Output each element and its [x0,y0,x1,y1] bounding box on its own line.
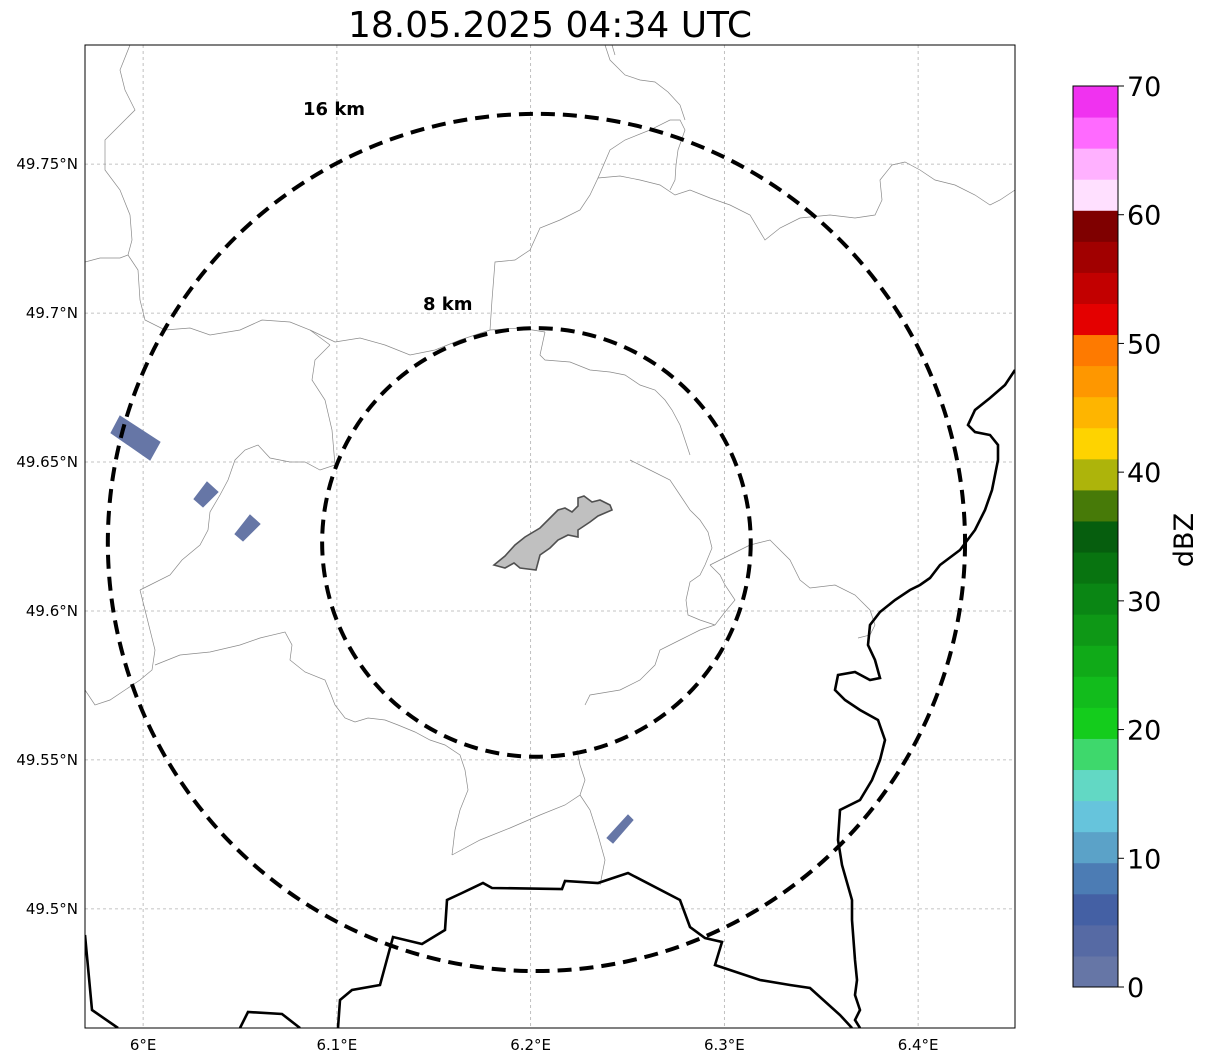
colorbar-segment [1073,800,1118,833]
latitude-tick-label: 49.7°N [26,304,78,322]
colorbar-segment [1073,179,1118,211]
colorbar-segment [1073,676,1118,708]
colorbar-segment [1073,924,1118,957]
colorbar-segment [1073,427,1118,460]
colorbar-label: dBZ [1169,513,1200,567]
range-ring-16km [105,111,968,974]
colorbar-segment [1073,365,1118,398]
echo-cell [193,481,219,508]
colorbar-segment [1073,614,1118,646]
colorbar-tick-label: 10 [1127,844,1161,875]
colorbar-segment [1073,334,1118,367]
map-frame [84,44,1016,1029]
colorbar-tick-label: 60 [1127,201,1161,232]
colorbar-segment [1073,520,1118,553]
range-ring-8km [320,326,753,759]
colorbar-tick-label: 40 [1127,458,1161,489]
colorbar-segment [1073,738,1118,771]
latitude-tick-label: 49.6°N [26,602,78,620]
colorbar-segment [1073,117,1118,149]
colorbar-segment [1073,955,1118,988]
colorbar-segment [1073,645,1118,677]
echo-cell [606,814,634,844]
map-gridlines [85,45,1015,1028]
map-boundaries [85,45,1015,1028]
radar-echoes [110,415,634,844]
country-border [85,369,1015,1028]
longitude-labels: 6°E 6.1°E 6.2°E 6.3°E 6.4°E [130,1036,939,1054]
latitude-tick-label: 49.5°N [26,900,78,918]
range-ring-label-8km: 8 km [423,294,473,315]
colorbar-segment [1073,893,1118,926]
latitude-tick-label: 49.55°N [16,751,78,769]
map-title: 18.05.2025 04:34 UTC [347,5,753,46]
colorbar-segment [1073,552,1118,584]
longitude-tick-label: 6.2°E [510,1036,551,1054]
longitude-tick-label: 6.4°E [898,1036,939,1054]
colorbar-segment [1073,210,1118,242]
colorbar-segment [1073,148,1118,180]
colorbar-tick-label: 70 [1127,72,1161,103]
colorbar-tick-label: 0 [1127,973,1144,1004]
colorbar-segment [1073,272,1118,304]
colorbar-segment [1073,489,1118,522]
colorbar-ticks: 0 10 20 30 40 50 60 70 [1118,72,1161,1004]
longitude-tick-label: 6.3°E [704,1036,745,1054]
colorbar-segment [1073,862,1118,895]
colorbar-segment [1073,707,1118,739]
colorbar-tick-label: 50 [1127,329,1161,360]
colorbar-segment [1073,241,1118,273]
latitude-labels: 49.75°N 49.7°N 49.65°N 49.6°N 49.55°N 49.5°N [16,155,78,918]
colorbar-segment [1073,86,1118,118]
colorbar-segment [1073,769,1118,802]
longitude-tick-label: 6.1°E [316,1036,357,1054]
colorbar-segment [1073,303,1118,336]
colorbar-tick-label: 20 [1127,716,1161,747]
colorbar-segment [1073,458,1118,491]
latitude-tick-label: 49.65°N [16,453,78,471]
commune-boundaries [85,45,1015,886]
colorbar [1073,86,1118,988]
range-ring-label-16km: 16 km [303,99,365,120]
colorbar-segment [1073,831,1118,864]
longitude-tick-label: 6°E [130,1036,157,1054]
echo-cell [234,514,261,542]
colorbar-frame [1072,85,1119,988]
latitude-tick-label: 49.75°N [16,155,78,173]
city-area [492,495,614,571]
colorbar-segment [1073,583,1118,615]
colorbar-tick-label: 30 [1127,587,1161,618]
colorbar-segment [1073,396,1118,429]
